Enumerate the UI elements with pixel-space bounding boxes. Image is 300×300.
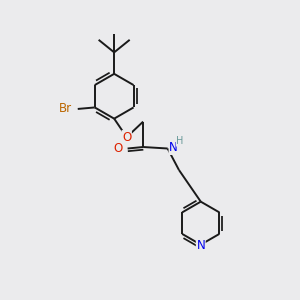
Text: Br: Br (59, 102, 72, 116)
Text: O: O (113, 142, 122, 155)
Text: O: O (122, 131, 131, 144)
Text: H: H (176, 136, 184, 146)
Text: N: N (196, 239, 205, 252)
Text: N: N (169, 141, 178, 154)
